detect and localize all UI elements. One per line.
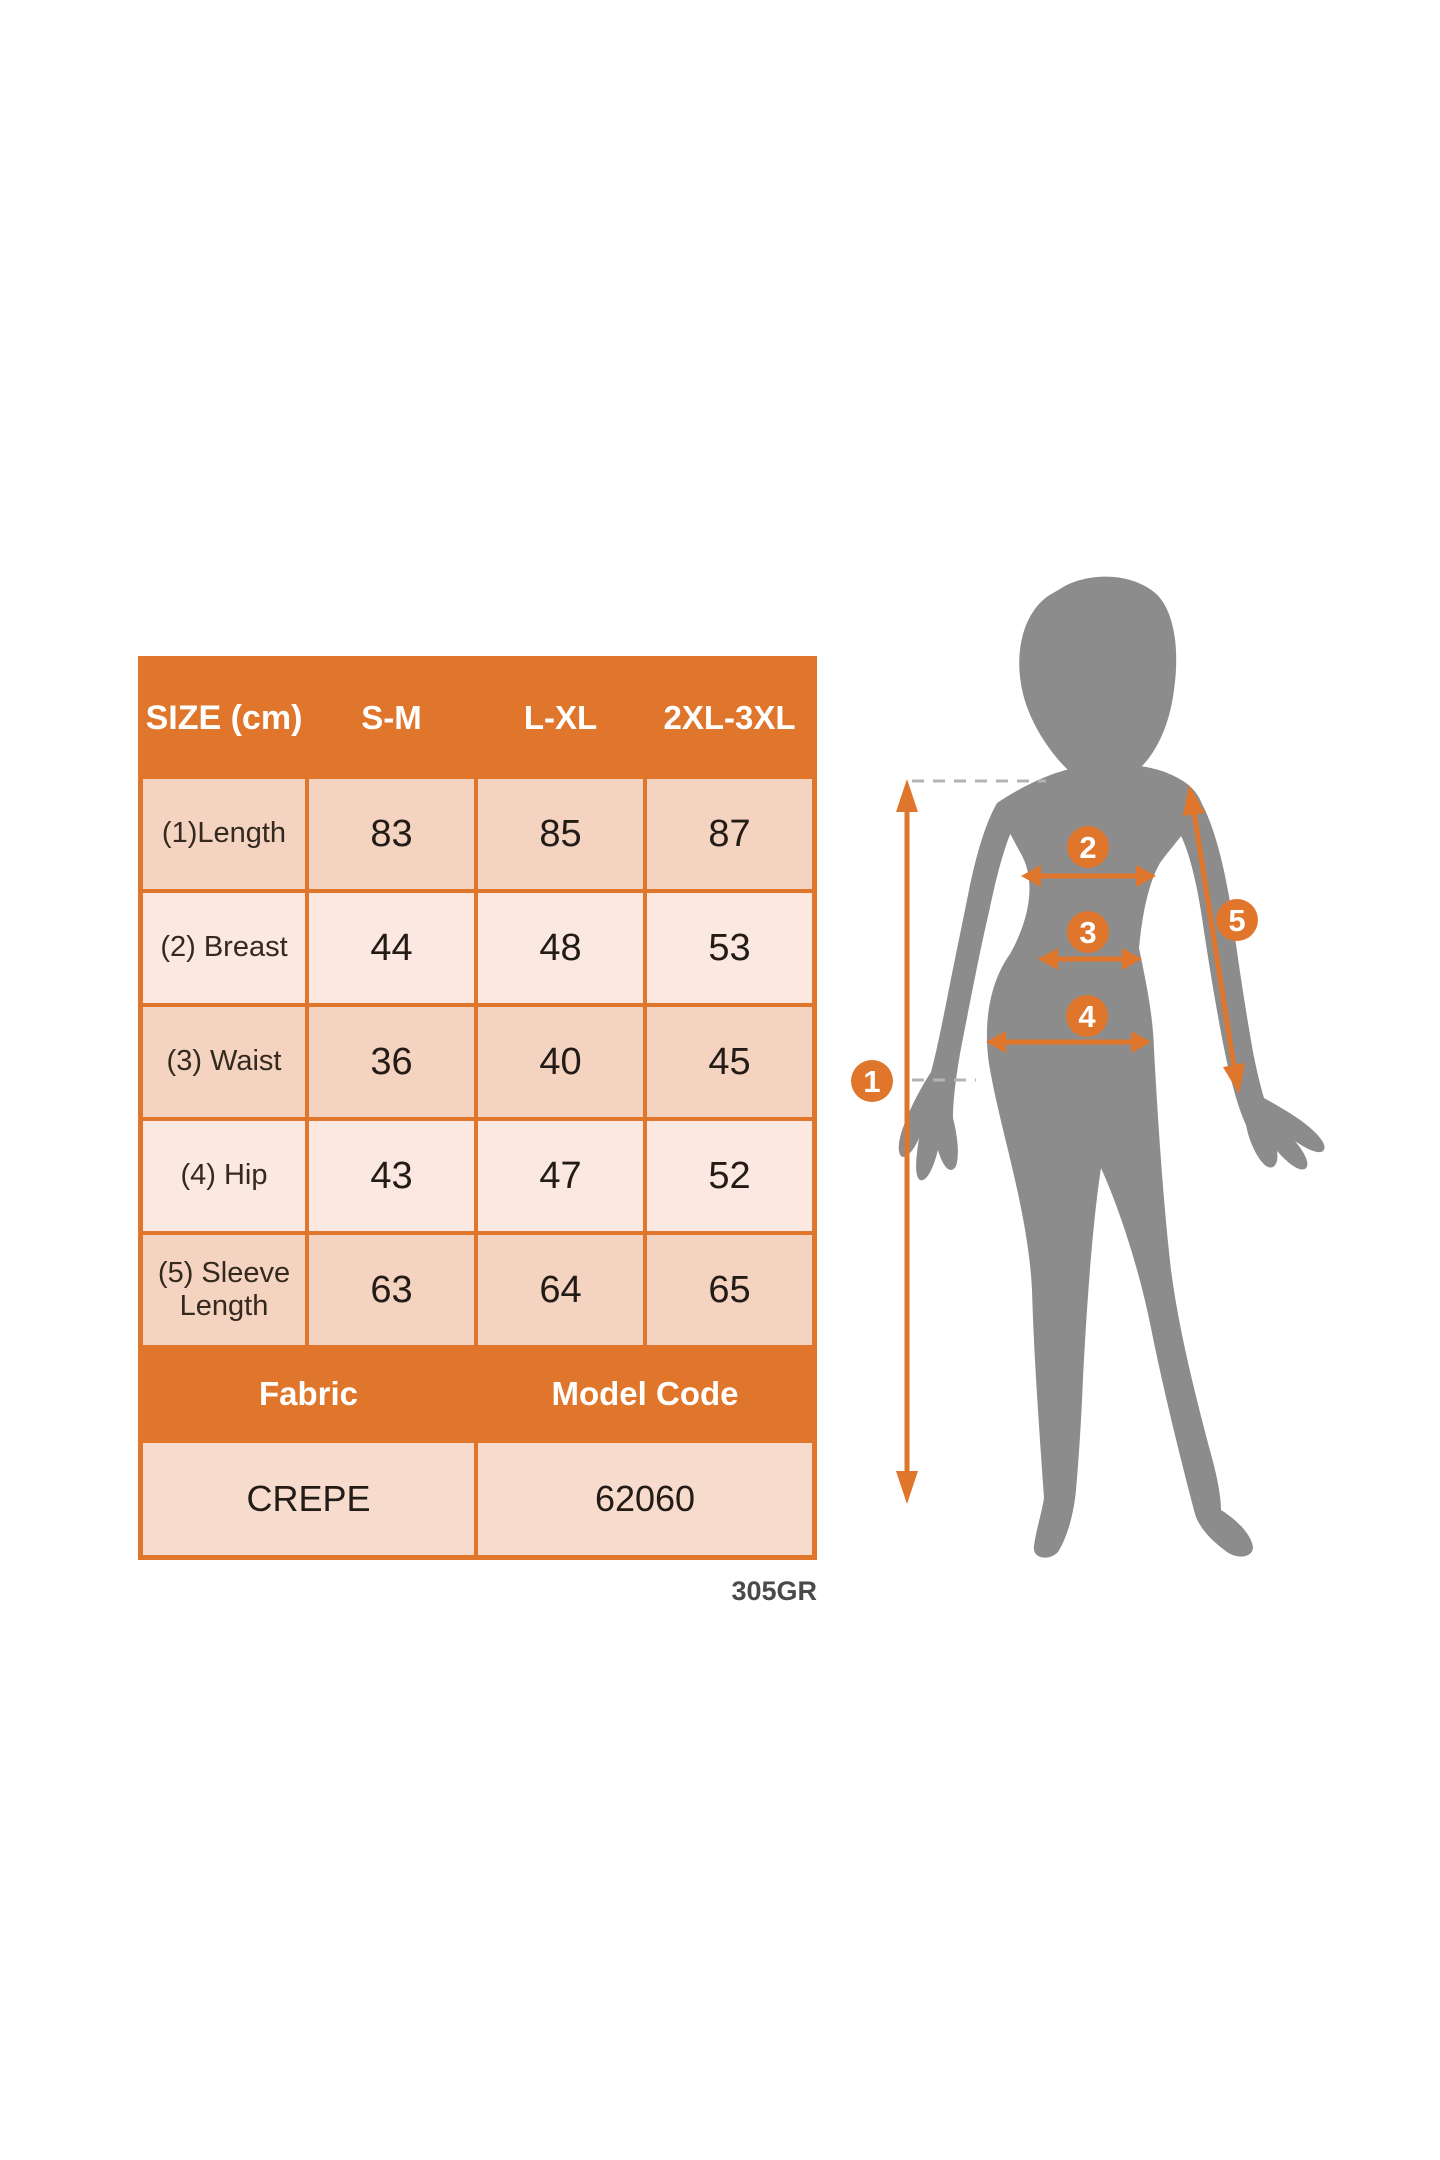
row-label-breast: (2) Breast — [143, 893, 305, 1003]
hip-arrow — [986, 1031, 1151, 1053]
silhouette-right-arm — [1179, 804, 1325, 1170]
model-code-header: Model Code — [478, 1349, 812, 1439]
breast-arrow — [1021, 865, 1156, 887]
sleeve-arrow — [1183, 785, 1245, 1094]
body-silhouette — [898, 576, 1325, 1558]
waist-arrow — [1038, 948, 1142, 970]
svg-text:4: 4 — [1078, 999, 1096, 1034]
value-length-l-xl: 85 — [478, 779, 643, 889]
value-hip-2xl-3xl: 52 — [647, 1121, 812, 1231]
value-sleeve-l-xl: 64 — [478, 1235, 643, 1345]
value-sleeve-2xl-3xl: 65 — [647, 1235, 812, 1345]
value-hip-s-m: 43 — [309, 1121, 474, 1231]
value-waist-l-xl: 40 — [478, 1007, 643, 1117]
row-label-hip: (4) Hip — [143, 1121, 305, 1231]
svg-text:2: 2 — [1079, 830, 1096, 865]
column-header-s-m: S-M — [309, 661, 474, 775]
marker-3: 3 — [1067, 911, 1109, 953]
row-label-waist: (3) Waist — [143, 1007, 305, 1117]
value-breast-l-xl: 48 — [478, 893, 643, 1003]
value-waist-s-m: 36 — [309, 1007, 474, 1117]
value-hip-l-xl: 47 — [478, 1121, 643, 1231]
marker-4: 4 — [1066, 995, 1108, 1037]
value-sleeve-s-m: 63 — [309, 1235, 474, 1345]
size-table: SIZE (cm) S-M L-XL 2XL-3XL (1)Length 83 … — [138, 656, 817, 1560]
row-label-length: (1)Length — [143, 779, 305, 889]
length-arrow — [896, 779, 918, 1504]
value-breast-s-m: 44 — [309, 893, 474, 1003]
value-breast-2xl-3xl: 53 — [647, 893, 812, 1003]
svg-text:5: 5 — [1228, 903, 1245, 938]
column-header-l-xl: L-XL — [478, 661, 643, 775]
marker-1: 1 — [851, 1060, 893, 1102]
weight-note: 305GR — [731, 1576, 817, 1606]
row-label-sleeve-length: (5) Sleeve Length — [143, 1235, 305, 1345]
model-code-value: 62060 — [478, 1443, 812, 1555]
value-waist-2xl-3xl: 45 — [647, 1007, 812, 1117]
silhouette-left-arm — [898, 803, 1012, 1181]
marker-5: 5 — [1216, 899, 1258, 941]
fabric-value: CREPE — [143, 1443, 474, 1555]
value-length-2xl-3xl: 87 — [647, 779, 812, 889]
size-unit-header: SIZE (cm) — [143, 661, 305, 775]
value-length-s-m: 83 — [309, 779, 474, 889]
fabric-header: Fabric — [143, 1349, 474, 1439]
svg-text:3: 3 — [1079, 915, 1096, 950]
column-header-2xl-3xl: 2XL-3XL — [647, 661, 812, 775]
silhouette-head — [1019, 576, 1177, 782]
svg-text:1: 1 — [863, 1064, 880, 1099]
marker-2: 2 — [1067, 826, 1109, 868]
